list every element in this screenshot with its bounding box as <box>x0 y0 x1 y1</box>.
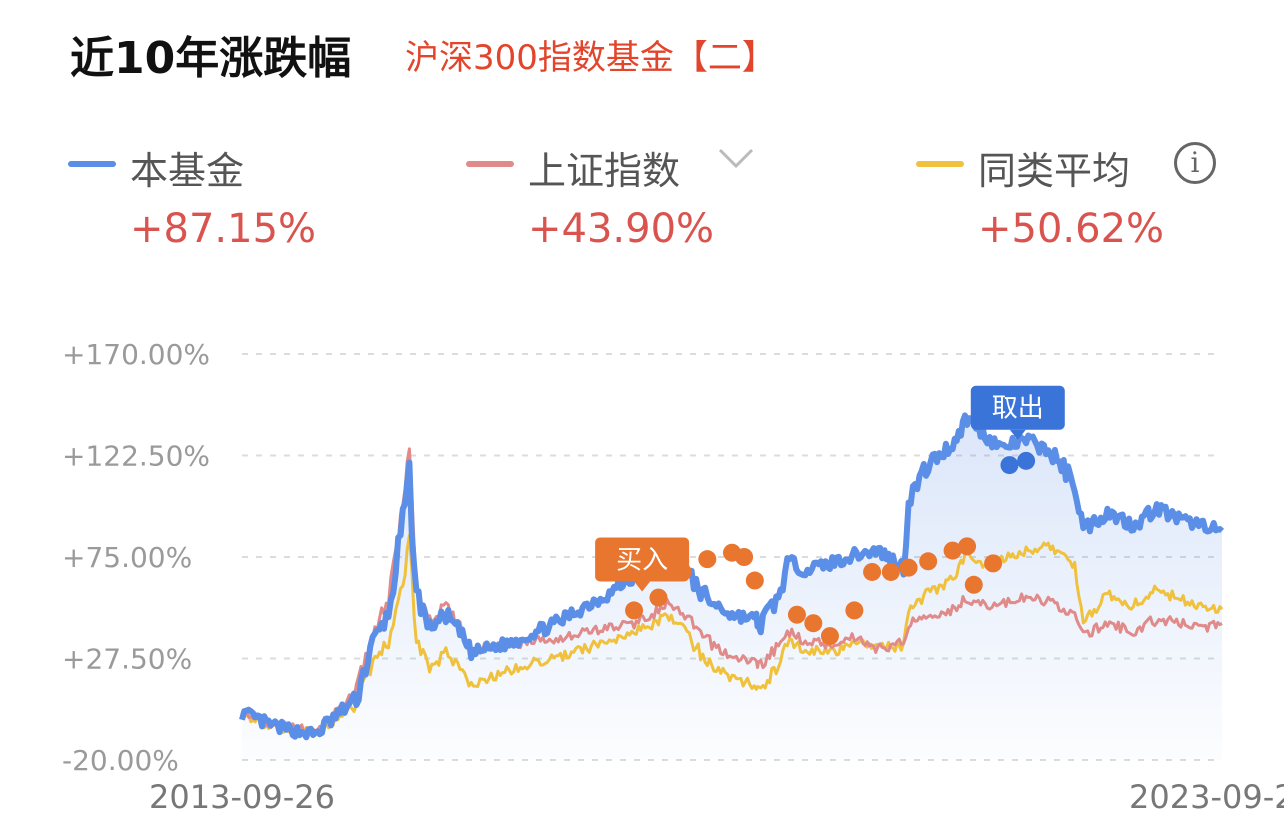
y-tick-label: +27.50% <box>62 643 192 676</box>
buy-marker[interactable] <box>745 571 764 590</box>
y-tick-label: +170.00% <box>62 338 210 371</box>
buy-marker[interactable] <box>820 627 839 646</box>
info-icon[interactable]: i <box>1174 142 1216 184</box>
series-line-peer <box>241 533 1224 737</box>
sell-marker[interactable] <box>1000 456 1019 475</box>
legend-value-peer: +50.62% <box>978 206 1165 252</box>
buy-marker[interactable] <box>964 575 983 594</box>
sell-callout: 取出 <box>970 385 1065 440</box>
legend-line-fund <box>68 161 116 167</box>
legend-label-index: 上证指数 <box>528 149 681 193</box>
buy-marker[interactable] <box>625 601 644 620</box>
legend-line-peer <box>916 161 964 167</box>
series-line-index <box>240 447 1223 735</box>
chevron-down-icon[interactable] <box>718 146 754 170</box>
chart-title: 近10年涨跌幅 <box>70 33 352 84</box>
buy-marker[interactable] <box>863 562 882 581</box>
buy-marker[interactable] <box>804 614 823 633</box>
legend-label-fund: 本基金 <box>130 149 245 193</box>
buy-marker[interactable] <box>698 550 717 569</box>
y-tick-label: -20.00% <box>62 744 179 777</box>
buy-marker[interactable] <box>649 588 668 607</box>
buy-marker[interactable] <box>984 554 1003 573</box>
buy-marker[interactable] <box>899 558 918 577</box>
legend-value-fund: +87.15% <box>130 206 317 252</box>
buy-marker[interactable] <box>943 541 962 560</box>
buy-marker[interactable] <box>845 601 864 620</box>
legend-value-index: +43.90% <box>528 206 715 252</box>
callout-label: 买入 <box>616 545 668 575</box>
buy-marker[interactable] <box>919 552 938 571</box>
buy-marker[interactable] <box>735 548 754 566</box>
x-tick-label: 2023-09-26 <box>1129 778 1284 816</box>
sell-marker[interactable] <box>1017 451 1036 470</box>
legend-label-peer: 同类平均 <box>978 149 1131 193</box>
fund-area-fill <box>242 415 1222 760</box>
y-tick-label: +122.50% <box>62 440 210 473</box>
buy-marker[interactable] <box>787 605 806 624</box>
legend-line-index <box>466 161 514 167</box>
x-tick-label: 2013-09-26 <box>149 778 335 816</box>
callout-label: 取出 <box>992 394 1044 424</box>
series-line-fund <box>239 412 1225 741</box>
fund-name[interactable]: 沪深300指数基金【二】 <box>405 38 776 78</box>
buy-marker[interactable] <box>958 537 977 556</box>
y-tick-label: +75.00% <box>62 541 192 574</box>
buy-callout: 买入 <box>595 537 690 592</box>
buy-marker[interactable] <box>881 562 900 581</box>
